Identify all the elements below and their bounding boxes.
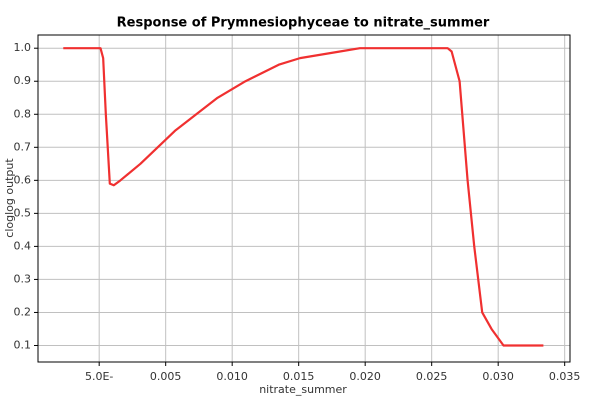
response-line bbox=[63, 47, 544, 347]
x-tick-label: 0.035 bbox=[549, 370, 581, 383]
y-tick-label: 0.2 bbox=[14, 305, 32, 318]
y-tick-label: 0.1 bbox=[14, 338, 32, 351]
y-tick-label: 0.3 bbox=[14, 272, 32, 285]
x-tick-label: 5.0E- bbox=[85, 370, 113, 383]
x-axis-label: nitrate_summer bbox=[259, 383, 347, 396]
y-tick-label: 1.0 bbox=[14, 41, 32, 54]
x-tick-label: 0.010 bbox=[216, 370, 248, 383]
y-tick-label: 0.6 bbox=[14, 173, 32, 186]
plot-frame bbox=[37, 34, 571, 363]
y-axis-label: cloglog output bbox=[3, 158, 16, 238]
y-tick-label: 0.8 bbox=[14, 107, 32, 120]
x-tick-label: 0.025 bbox=[416, 370, 448, 383]
x-tick-label: 0.020 bbox=[349, 370, 381, 383]
x-tick-label: 0.030 bbox=[482, 370, 514, 383]
x-tick-label: 0.005 bbox=[150, 370, 182, 383]
y-tick-label: 0.5 bbox=[14, 206, 32, 219]
y-tick-label: 0.4 bbox=[14, 239, 32, 252]
y-tick-label: 0.7 bbox=[14, 140, 32, 153]
y-tick-label: 0.9 bbox=[14, 74, 32, 87]
chart-title: Response of Prymnesiophyceae to nitrate_… bbox=[117, 16, 490, 31]
x-tick-label: 0.015 bbox=[283, 370, 315, 383]
